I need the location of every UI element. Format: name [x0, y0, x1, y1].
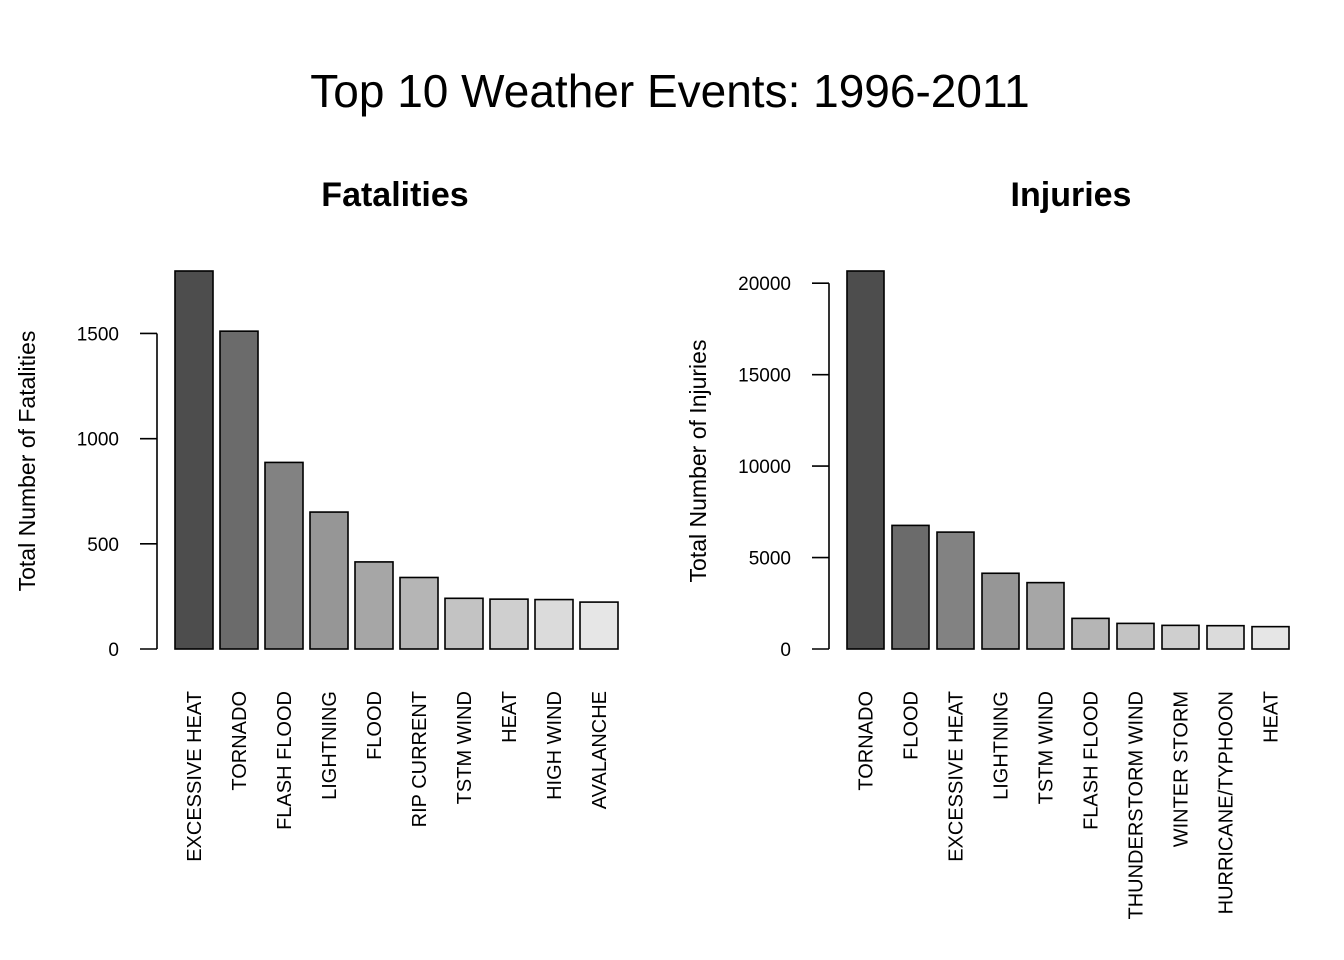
- injuries-bar: [1026, 581, 1065, 650]
- injuries-category-label: TSTM WIND: [1036, 691, 1058, 804]
- injuries-bar: [981, 572, 1020, 650]
- injuries-bar: [936, 531, 975, 650]
- injuries-y-axis-label: Total Number of Injuries: [685, 340, 711, 583]
- injuries-y-tick-label: 15000: [738, 366, 791, 387]
- fatalities-bar: [399, 576, 439, 650]
- injuries-category-label: EXCESSIVE HEAT: [946, 691, 968, 862]
- injuries-category-label: THUNDERSTORM WIND: [1126, 691, 1148, 920]
- injuries-bar: [846, 270, 885, 650]
- fatalities-panel: Fatalities Total Number of Fatalities 0 5…: [14, 176, 619, 862]
- injuries-category-label: FLOOD: [901, 691, 923, 760]
- fatalities-y-axis-label: Total Number of Fatalities: [14, 331, 40, 592]
- injuries-category-labels: TORNADO FLOOD EXCESSIVE HEAT LIGHTNING TSTM …: [856, 691, 1283, 920]
- injuries-bar: [1251, 625, 1290, 650]
- fatalities-category-label: EXCESSIVE HEAT: [184, 691, 206, 862]
- fatalities-category-label: RIP CURRENT: [409, 691, 431, 827]
- fatalities-bar: [489, 598, 529, 650]
- fatalities-bar: [534, 598, 574, 650]
- fatalities-category-label: LIGHTNING: [319, 691, 341, 800]
- fatalities-bar: [309, 511, 349, 650]
- fatalities-y-tick-label: 1000: [77, 430, 119, 451]
- injuries-y-tick-label: 10000: [738, 457, 791, 478]
- fatalities-category-label: TORNADO: [229, 691, 251, 791]
- injuries-y-axis: 0 5000 10000 15000 20000: [738, 274, 830, 661]
- fatalities-bars: [174, 270, 619, 650]
- fatalities-category-label: HIGH WIND: [544, 691, 566, 800]
- fatalities-bar: [264, 461, 304, 650]
- injuries-category-label: HURRICANE/TYPHOON: [1216, 691, 1238, 914]
- injuries-bar: [1071, 617, 1110, 650]
- fatalities-y-tick-label: 0: [108, 640, 119, 661]
- injuries-title: Injuries: [1011, 176, 1132, 214]
- injuries-y-tick-label: 0: [780, 640, 791, 661]
- injuries-bars: [846, 270, 1290, 650]
- injuries-bar: [1116, 622, 1155, 650]
- injuries-category-label: TORNADO: [856, 691, 878, 791]
- injuries-y-tick-label: 5000: [749, 549, 791, 570]
- fatalities-bar: [444, 597, 484, 650]
- fatalities-category-label: HEAT: [499, 691, 521, 743]
- fatalities-bar: [219, 330, 259, 650]
- fatalities-bar: [579, 601, 619, 650]
- main-title: Top 10 Weather Events: 1996-2011: [310, 65, 1029, 117]
- injuries-bar: [1161, 624, 1200, 650]
- fatalities-y-tick-label: 500: [87, 535, 119, 556]
- injuries-category-label: LIGHTNING: [991, 691, 1013, 800]
- fatalities-y-tick-label: 1500: [77, 324, 119, 345]
- injuries-panel: Injuries Total Number of Injuries 0 5000 1…: [685, 176, 1290, 920]
- injuries-category-label: WINTER STORM: [1171, 691, 1193, 847]
- injuries-bar: [1206, 624, 1245, 650]
- fatalities-category-labels: EXCESSIVE HEAT TORNADO FLASH FLOOD LIGHTNIN…: [184, 691, 611, 862]
- fatalities-category-label: AVALANCHE: [589, 691, 611, 809]
- injuries-bar: [891, 524, 930, 650]
- fatalities-title: Fatalities: [321, 176, 468, 214]
- fatalities-category-label: TSTM WIND: [454, 691, 476, 804]
- injuries-category-label: HEAT: [1261, 691, 1283, 743]
- fatalities-y-axis: 0 500 1000 1500: [77, 324, 158, 661]
- fatalities-bar: [174, 270, 214, 650]
- fatalities-category-label: FLOOD: [364, 691, 386, 760]
- injuries-category-label: FLASH FLOOD: [1081, 691, 1103, 830]
- injuries-y-tick-label: 20000: [738, 274, 791, 295]
- fatalities-bar: [354, 561, 394, 650]
- fatalities-category-label: FLASH FLOOD: [274, 691, 296, 830]
